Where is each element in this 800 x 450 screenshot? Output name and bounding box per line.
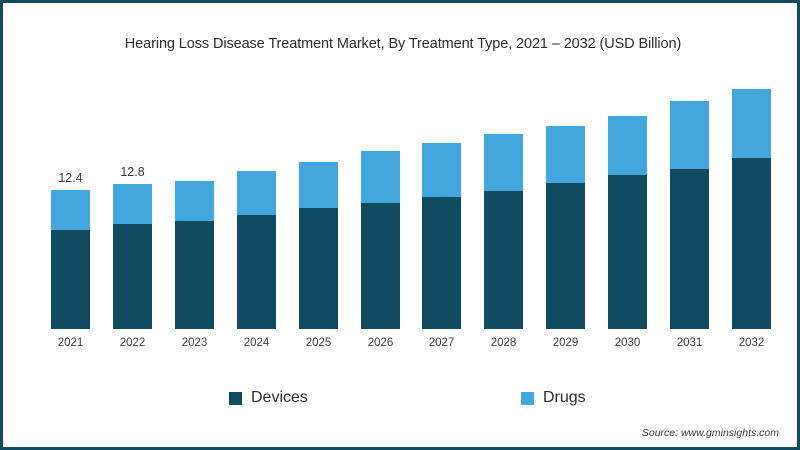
legend-label-drugs: Drugs <box>543 389 586 406</box>
bar-segment-devices-2021[interactable] <box>51 230 90 329</box>
chart-legend: Devices Drugs <box>3 389 797 415</box>
legend-label-devices: Devices <box>251 389 308 406</box>
bar-segment-devices-2027[interactable] <box>422 197 461 329</box>
plot-area: 12.4 2021 12.8 2022 2023 2024 2025 2026 2027 2028… <box>3 3 797 447</box>
x-axis-tick-2025: 2025 <box>305 337 332 349</box>
chart-title: Hearing Loss Disease Treatment Market, B… <box>124 36 682 52</box>
x-axis-tick-2024: 2024 <box>243 337 270 349</box>
bar-segment-devices-2023[interactable] <box>175 221 214 329</box>
bar-segment-drugs-2024[interactable] <box>237 171 276 215</box>
bar-segment-drugs-2027[interactable] <box>422 143 461 197</box>
bar-segment-devices-2028[interactable] <box>484 191 523 329</box>
x-axis-tick-2030: 2030 <box>614 337 641 349</box>
legend-item-drugs[interactable]: Drugs <box>521 389 586 407</box>
bar-group-2025[interactable] <box>299 162 338 329</box>
bar-segment-drugs-2029[interactable] <box>546 126 585 183</box>
bar-segment-drugs-2028[interactable] <box>484 134 523 191</box>
legend-swatch-drugs-icon <box>521 391 534 405</box>
x-axis-tick-2021: 2021 <box>57 337 84 349</box>
bar-group-2031[interactable] <box>670 101 709 329</box>
legend-item-devices[interactable]: Devices <box>229 389 308 407</box>
bar-group-2021[interactable]: 12.4 <box>51 171 90 329</box>
bar-segment-devices-2022[interactable] <box>113 224 152 329</box>
bar-segment-devices-2032[interactable] <box>732 158 771 329</box>
bar-value-label-2021: 12.4 <box>58 171 83 185</box>
bar-group-2030[interactable] <box>608 116 647 329</box>
bar-segment-devices-2029[interactable] <box>546 183 585 329</box>
bar-segment-devices-2025[interactable] <box>299 208 338 329</box>
bar-group-2028[interactable] <box>484 134 523 329</box>
bar-segment-devices-2030[interactable] <box>608 175 647 329</box>
x-axis-tick-2032: 2032 <box>738 337 765 349</box>
bar-segment-drugs-2030[interactable] <box>608 116 647 175</box>
bar-segment-drugs-2022[interactable] <box>113 184 152 224</box>
bar-group-2029[interactable] <box>546 126 585 329</box>
x-axis-tick-2027: 2027 <box>428 337 455 349</box>
bar-segment-drugs-2026[interactable] <box>361 151 400 203</box>
bar-segment-devices-2026[interactable] <box>361 203 400 329</box>
x-axis-tick-2028: 2028 <box>490 337 517 349</box>
source-note: Source: www.gminsights.com <box>641 427 779 439</box>
bar-segment-devices-2024[interactable] <box>237 215 276 329</box>
bar-group-2027[interactable] <box>422 143 461 329</box>
bar-group-2022[interactable]: 12.8 <box>113 165 152 329</box>
bar-segment-drugs-2031[interactable] <box>670 101 709 169</box>
x-axis-tick-2022: 2022 <box>119 337 146 349</box>
bar-segment-drugs-2032[interactable] <box>732 89 771 158</box>
bar-group-2023[interactable] <box>175 181 214 329</box>
x-axis-tick-2026: 2026 <box>367 337 394 349</box>
x-axis-tick-2031: 2031 <box>676 337 703 349</box>
legend-swatch-devices-icon <box>229 391 242 405</box>
bar-value-label-2022: 12.8 <box>120 165 145 179</box>
bar-group-2026[interactable] <box>361 151 400 329</box>
bar-segment-drugs-2023[interactable] <box>175 181 214 221</box>
bar-group-2024[interactable] <box>237 171 276 329</box>
bar-segment-drugs-2021[interactable] <box>51 190 90 230</box>
x-axis-tick-2023: 2023 <box>181 337 208 349</box>
x-axis-tick-2029: 2029 <box>552 337 579 349</box>
bar-segment-devices-2031[interactable] <box>670 169 709 329</box>
bar-group-2032[interactable] <box>732 89 771 329</box>
bar-segment-drugs-2025[interactable] <box>299 162 338 208</box>
